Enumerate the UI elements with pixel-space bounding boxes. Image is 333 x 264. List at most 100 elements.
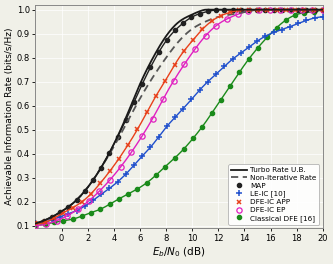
Non-Iterative Rate <box>33 222 37 225</box>
MAP <box>239 8 243 11</box>
LE-IC [10] <box>321 15 325 18</box>
DFE-IC APP <box>182 50 186 53</box>
LE-IC [10] <box>33 222 37 225</box>
Y-axis label: Achievable Information Rate (bits/s/Hz): Achievable Information Rate (bits/s/Hz) <box>5 28 14 205</box>
MAP <box>222 8 226 11</box>
LE-IC [10] <box>149 146 153 149</box>
MAP <box>280 8 284 11</box>
LE-IC [10] <box>206 80 210 83</box>
DFE-IC APP <box>237 9 241 12</box>
LE-IC [10] <box>304 19 308 22</box>
MAP <box>132 101 136 104</box>
Classical DFE [16] <box>80 215 84 218</box>
MAP <box>99 166 103 169</box>
LE-IC [10] <box>42 221 46 224</box>
DFE-IC EP <box>44 223 48 226</box>
LE-IC [10] <box>75 209 79 212</box>
Classical DFE [16] <box>209 112 213 115</box>
LE-IC [10] <box>107 187 111 190</box>
DFE-IC APP <box>163 79 167 82</box>
Line: Classical DFE [16]: Classical DFE [16] <box>33 8 325 228</box>
Classical DFE [16] <box>108 203 112 206</box>
Line: DFE-IC APP: DFE-IC APP <box>33 7 325 226</box>
Classical DFE [16] <box>145 181 149 184</box>
Classical DFE [16] <box>98 208 102 211</box>
LE-IC [10] <box>272 31 276 34</box>
MAP <box>140 83 144 86</box>
DFE-IC EP <box>278 8 282 11</box>
LE-IC [10] <box>222 65 226 68</box>
MAP <box>58 211 62 214</box>
Classical DFE [16] <box>61 219 65 222</box>
MAP <box>157 51 161 54</box>
DFE-IC EP <box>129 151 133 154</box>
MAP <box>214 8 218 11</box>
Classical DFE [16] <box>89 211 93 214</box>
LE-IC [10] <box>230 58 234 61</box>
MAP <box>83 190 87 193</box>
DFE-IC EP <box>225 17 229 21</box>
Classical DFE [16] <box>219 98 223 101</box>
DFE-IC APP <box>43 221 47 224</box>
LE-IC [10] <box>296 22 300 25</box>
DFE-IC EP <box>289 8 293 11</box>
LE-IC [10] <box>247 46 251 49</box>
Non-Iterative Rate <box>127 117 131 120</box>
MAP <box>304 8 308 11</box>
LE-IC [10] <box>313 16 317 20</box>
DFE-IC EP <box>97 190 101 193</box>
LE-IC [10] <box>91 199 95 202</box>
DFE-IC EP <box>236 13 240 16</box>
MAP <box>75 199 79 202</box>
LE-IC [10] <box>157 135 161 139</box>
DFE-IC APP <box>172 63 176 67</box>
DFE-IC APP <box>302 8 306 11</box>
DFE-IC EP <box>172 79 176 82</box>
MAP <box>33 222 37 225</box>
MAP <box>42 219 46 222</box>
DFE-IC EP <box>246 10 250 13</box>
DFE-IC EP <box>193 47 197 50</box>
DFE-IC EP <box>321 8 325 11</box>
DFE-IC EP <box>140 135 144 138</box>
MAP <box>173 29 177 32</box>
DFE-IC EP <box>108 178 112 181</box>
DFE-IC APP <box>145 111 149 114</box>
Classical DFE [16] <box>126 192 130 196</box>
Classical DFE [16] <box>237 70 241 74</box>
DFE-IC EP <box>151 117 155 120</box>
DFE-IC EP <box>161 97 165 101</box>
DFE-IC EP <box>55 219 59 222</box>
DFE-IC EP <box>268 8 272 11</box>
MAP <box>165 38 169 41</box>
Classical DFE [16] <box>293 13 297 17</box>
Turbo Rate U.B. <box>243 8 247 11</box>
LE-IC [10] <box>99 193 103 196</box>
DFE-IC EP <box>87 199 91 202</box>
LE-IC [10] <box>288 25 292 28</box>
DFE-IC EP <box>204 34 208 37</box>
DFE-IC APP <box>293 8 297 11</box>
Turbo Rate U.B. <box>215 8 219 11</box>
Line: Non-Iterative Rate: Non-Iterative Rate <box>35 10 323 223</box>
MAP <box>296 8 300 11</box>
LE-IC [10] <box>239 51 243 55</box>
LE-IC [10] <box>124 173 128 176</box>
DFE-IC EP <box>310 8 314 11</box>
LE-IC [10] <box>173 116 177 119</box>
Turbo Rate U.B. <box>203 8 207 11</box>
DFE-IC APP <box>126 143 130 146</box>
Classical DFE [16] <box>200 125 204 128</box>
Turbo Rate U.B. <box>33 222 37 225</box>
Turbo Rate U.B. <box>321 8 325 11</box>
LE-IC [10] <box>83 205 87 208</box>
DFE-IC APP <box>98 182 102 185</box>
DFE-IC APP <box>321 8 325 11</box>
LE-IC [10] <box>58 215 62 218</box>
MAP <box>247 8 251 11</box>
LE-IC [10] <box>66 212 70 215</box>
DFE-IC EP <box>300 8 304 11</box>
Classical DFE [16] <box>43 223 47 226</box>
DFE-IC APP <box>80 200 84 204</box>
DFE-IC EP <box>119 165 123 168</box>
